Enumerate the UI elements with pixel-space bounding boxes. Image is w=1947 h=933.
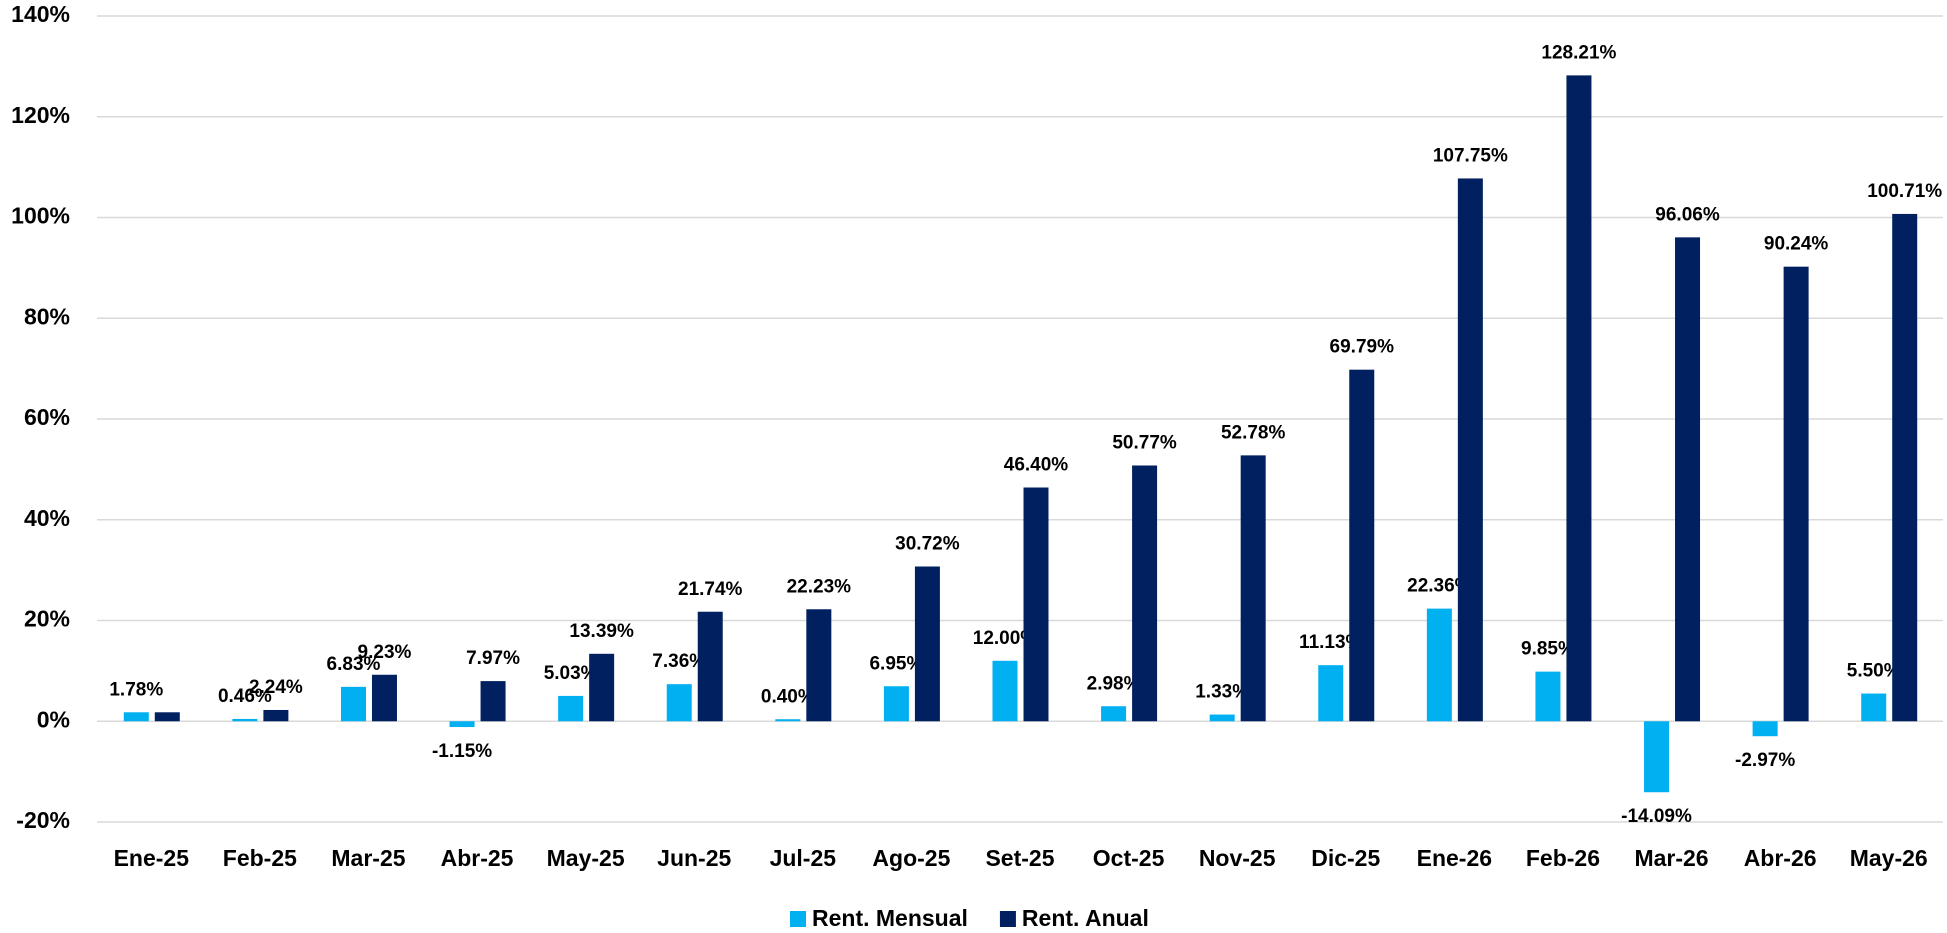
bar [883,686,909,722]
x-tick-label: Oct-25 [1093,845,1165,871]
data-label: 7.97% [466,648,520,669]
bar [775,719,801,722]
legend-swatch [790,911,806,927]
data-label: 13.39% [569,621,634,642]
data-label: 9.23% [358,642,412,663]
bar [449,721,475,728]
bar [992,660,1018,722]
data-label: 69.79% [1330,337,1395,358]
bar [480,681,506,722]
x-tick-label: Mar-25 [331,845,405,871]
data-label: 30.72% [895,534,960,555]
bar [340,686,366,722]
bar [914,566,940,722]
data-label: -1.15% [432,741,492,762]
x-tick-label: Ene-25 [114,845,190,871]
bar [1101,706,1127,722]
legend-label: Rent. Anual [1022,905,1149,931]
data-label: 9.85% [1521,639,1575,660]
data-label: 107.75% [1433,145,1508,166]
x-tick-label: Feb-25 [223,845,297,871]
bar [1566,75,1592,722]
bar [232,718,258,722]
data-label: 0.40% [761,686,815,707]
bar [1644,721,1670,793]
bar [123,712,149,722]
x-tick-label: Nov-25 [1199,845,1276,871]
bar [1783,266,1809,722]
data-label: 46.40% [1004,455,1069,476]
x-tick-label: Dic-25 [1311,845,1380,871]
x-tick-label: Feb-26 [1526,845,1600,871]
y-tick-label: 0% [37,706,70,732]
bar [1535,671,1561,722]
y-tick-label: 40% [24,505,70,531]
data-label: 12.00% [973,628,1038,649]
bar [1675,237,1701,722]
data-label: 5.50% [1847,661,1901,682]
data-label: 52.78% [1221,422,1286,443]
data-label: 6.95% [869,653,923,674]
data-label: 1.33% [1195,682,1249,703]
data-label: 6.83% [327,654,381,675]
data-label: 50.77% [1112,433,1177,454]
x-tick-label: Abr-25 [441,845,514,871]
x-tick-label: May-25 [547,845,625,871]
bar [263,709,289,722]
data-label: 21.74% [678,579,743,600]
bar [1240,455,1266,722]
data-label: 2.24% [249,677,303,698]
x-tick-label: Jun-25 [657,845,731,871]
data-label: 2.98% [1087,673,1141,694]
bar [1023,487,1049,722]
data-label: -14.09% [1621,806,1692,827]
y-tick-label: -20% [16,807,70,833]
data-label: 7.36% [652,651,706,672]
x-tick-label: Mar-26 [1634,845,1708,871]
y-tick-label: 140% [11,1,70,27]
data-label: 0.46% [218,686,272,707]
bar [1132,465,1158,722]
x-tick-label: Abr-26 [1744,845,1817,871]
bar [371,674,397,722]
y-tick-label: 60% [24,404,70,430]
y-tick-label: 20% [24,606,70,632]
bar [589,653,615,722]
data-label: 5.03% [544,663,598,684]
data-label: 22.36% [1407,576,1472,597]
legend-swatch [999,911,1016,927]
bar [1209,714,1235,722]
x-tick-label: Ene-26 [1417,845,1492,871]
bar [1457,178,1483,722]
bar [666,684,692,722]
legend-label: Rent. Mensual [812,905,968,931]
bar [1318,665,1344,722]
bar [1752,721,1778,737]
bar [806,609,832,722]
x-tick-label: Set-25 [985,845,1054,871]
data-label: 22.23% [787,576,852,597]
data-label: 90.24% [1764,234,1829,255]
x-tick-label: May-26 [1850,845,1928,871]
x-tick-label: Ago-25 [872,845,950,871]
y-tick-label: 100% [11,203,70,229]
data-label: 128.21% [1541,42,1616,63]
data-label: -2.97% [1735,750,1795,771]
y-tick-label: 120% [11,102,70,128]
data-label: 96.06% [1655,204,1720,225]
bar [154,712,180,722]
bar [1861,693,1887,722]
bar [1426,608,1452,722]
y-tick-label: 80% [24,303,70,329]
bar [697,611,723,722]
bar [1892,213,1918,722]
bar [1349,369,1375,722]
bar [558,695,584,722]
data-label: 11.13% [1299,632,1362,653]
x-tick-label: Jul-25 [770,845,837,871]
data-label: 100.71% [1867,181,1942,202]
data-label: 1.78% [109,679,163,700]
